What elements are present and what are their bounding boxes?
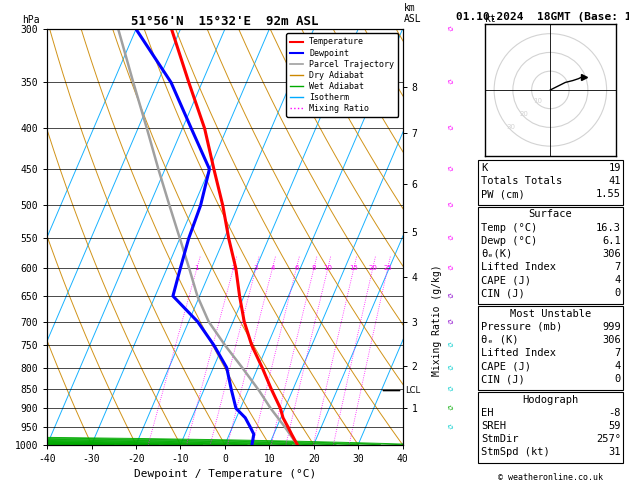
Text: 4: 4 xyxy=(270,265,275,271)
Text: 306: 306 xyxy=(602,335,621,345)
Text: © weatheronline.co.uk: © weatheronline.co.uk xyxy=(498,473,603,482)
Text: θₑ(K): θₑ(K) xyxy=(481,249,513,259)
Text: ‹›: ‹› xyxy=(444,290,455,302)
Text: Temp (°C): Temp (°C) xyxy=(481,223,537,233)
Text: kt: kt xyxy=(485,14,496,24)
Text: PW (cm): PW (cm) xyxy=(481,189,525,199)
Text: 31: 31 xyxy=(608,447,621,457)
Text: StmSpd (kt): StmSpd (kt) xyxy=(481,447,550,457)
Text: ‹›: ‹› xyxy=(444,23,455,35)
Text: ‹›: ‹› xyxy=(444,402,455,415)
Text: ‹›: ‹› xyxy=(444,76,455,88)
Text: ‹›: ‹› xyxy=(444,199,455,212)
Text: Dewp (°C): Dewp (°C) xyxy=(481,236,537,246)
Text: SREH: SREH xyxy=(481,421,506,431)
Text: 6: 6 xyxy=(294,265,299,271)
Text: 59: 59 xyxy=(608,421,621,431)
Text: 6.1: 6.1 xyxy=(602,236,621,246)
Text: 16.3: 16.3 xyxy=(596,223,621,233)
Text: ‹›: ‹› xyxy=(444,232,455,244)
Text: 8: 8 xyxy=(311,265,316,271)
Text: 2: 2 xyxy=(231,265,236,271)
Text: 4: 4 xyxy=(615,275,621,285)
Text: 10: 10 xyxy=(323,265,332,271)
Text: K: K xyxy=(481,163,487,173)
Text: CIN (J): CIN (J) xyxy=(481,288,525,298)
Text: 7: 7 xyxy=(615,348,621,358)
Text: Surface: Surface xyxy=(528,209,572,220)
Text: LCL: LCL xyxy=(405,386,420,395)
Text: hPa: hPa xyxy=(22,15,40,25)
Text: 4: 4 xyxy=(615,361,621,371)
Text: Hodograph: Hodograph xyxy=(522,395,579,405)
Text: ‹›: ‹› xyxy=(444,262,455,275)
Text: ‹›: ‹› xyxy=(444,362,455,374)
Text: ‹›: ‹› xyxy=(444,163,455,175)
Text: 0: 0 xyxy=(615,288,621,298)
Legend: Temperature, Dewpoint, Parcel Trajectory, Dry Adiabat, Wet Adiabat, Isotherm, Mi: Temperature, Dewpoint, Parcel Trajectory… xyxy=(286,34,398,117)
Text: 41: 41 xyxy=(608,176,621,186)
Text: 306: 306 xyxy=(602,249,621,259)
Text: 19: 19 xyxy=(608,163,621,173)
Text: Mixing Ratio (g/kg): Mixing Ratio (g/kg) xyxy=(432,264,442,376)
Text: 7: 7 xyxy=(615,262,621,272)
Text: Pressure (mb): Pressure (mb) xyxy=(481,322,562,332)
Title: 51°56'N  15°32'E  92m ASL: 51°56'N 15°32'E 92m ASL xyxy=(131,15,319,28)
Text: 15: 15 xyxy=(349,265,358,271)
Text: Totals Totals: Totals Totals xyxy=(481,176,562,186)
Text: 1.55: 1.55 xyxy=(596,189,621,199)
Text: km
ASL: km ASL xyxy=(404,3,421,24)
Text: 3: 3 xyxy=(253,265,258,271)
Text: 999: 999 xyxy=(602,322,621,332)
Text: ‹›: ‹› xyxy=(444,122,455,135)
Text: Lifted Index: Lifted Index xyxy=(481,348,556,358)
Text: ‹›: ‹› xyxy=(444,339,455,352)
X-axis label: Dewpoint / Temperature (°C): Dewpoint / Temperature (°C) xyxy=(134,469,316,479)
Text: EH: EH xyxy=(481,408,494,418)
Text: ‹›: ‹› xyxy=(444,421,455,433)
Text: CAPE (J): CAPE (J) xyxy=(481,275,531,285)
Text: 0: 0 xyxy=(615,374,621,384)
Text: 25: 25 xyxy=(383,265,392,271)
Text: CAPE (J): CAPE (J) xyxy=(481,361,531,371)
Text: 10: 10 xyxy=(533,98,542,104)
Text: CIN (J): CIN (J) xyxy=(481,374,525,384)
Text: 20: 20 xyxy=(368,265,377,271)
Text: Most Unstable: Most Unstable xyxy=(509,309,591,319)
Text: ‹›: ‹› xyxy=(444,315,455,328)
Text: ‹›: ‹› xyxy=(444,382,455,395)
Text: 257°: 257° xyxy=(596,434,621,444)
Text: θₑ (K): θₑ (K) xyxy=(481,335,519,345)
Text: Lifted Index: Lifted Index xyxy=(481,262,556,272)
Text: 01.10.2024  18GMT (Base: 18): 01.10.2024 18GMT (Base: 18) xyxy=(456,12,629,22)
Text: 1: 1 xyxy=(194,265,199,271)
Text: -8: -8 xyxy=(608,408,621,418)
Text: StmDir: StmDir xyxy=(481,434,519,444)
Text: 20: 20 xyxy=(520,111,528,117)
Text: 30: 30 xyxy=(506,124,516,130)
